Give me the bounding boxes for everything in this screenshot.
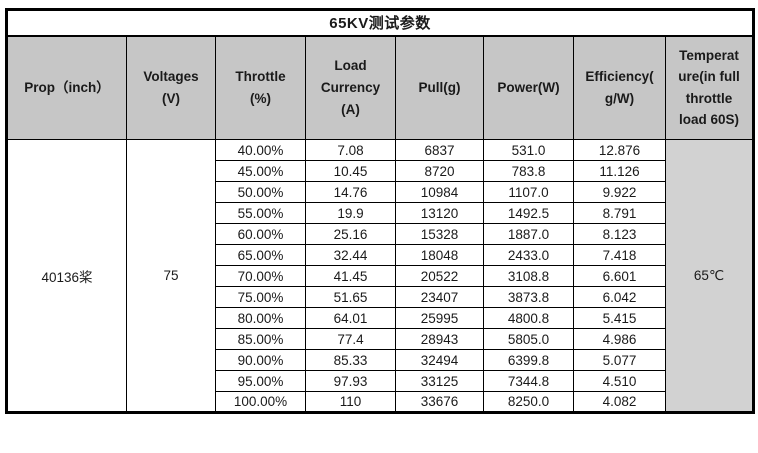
pull-cell: 20522 bbox=[395, 265, 484, 287]
load-current-cell: 51.65 bbox=[305, 286, 396, 308]
throttle-cell: 45.00% bbox=[215, 160, 306, 182]
table-row: 85.00% 77.4 28943 5805.0 4.986 bbox=[7, 328, 754, 350]
table-row: 80.00% 64.01 25995 4800.8 5.415 bbox=[7, 307, 754, 329]
power-cell: 1492.5 bbox=[483, 202, 574, 224]
pull-cell: 33676 bbox=[395, 391, 484, 413]
pull-cell: 23407 bbox=[395, 286, 484, 308]
throttle-cell: 75.00% bbox=[215, 286, 306, 308]
header-load-current: Load Currency (A) bbox=[305, 35, 396, 140]
temperature-cell: 65℃ bbox=[664, 139, 755, 413]
efficiency-cell: 4.082 bbox=[573, 391, 666, 413]
efficiency-cell: 6.601 bbox=[573, 265, 666, 287]
efficiency-cell: 5.077 bbox=[573, 349, 666, 371]
table-body: 40136桨 75 40.00% 7.08 6837 531.0 12.876 65℃ 45.0… bbox=[6, 139, 755, 413]
prop-cell: 40136桨 bbox=[6, 139, 127, 413]
throttle-cell: 55.00% bbox=[215, 202, 306, 224]
pull-cell: 15328 bbox=[395, 223, 484, 245]
pull-cell: 13120 bbox=[395, 202, 484, 224]
table-row: 100.00% 110 33676 8250.0 4.082 bbox=[7, 391, 754, 413]
throttle-cell: 70.00% bbox=[215, 265, 306, 287]
pull-cell: 33125 bbox=[395, 370, 484, 392]
header-efficiency: Efficiency( g/W) bbox=[573, 35, 666, 140]
load-current-cell: 14.76 bbox=[305, 181, 396, 203]
load-current-cell: 77.4 bbox=[305, 328, 396, 350]
pull-cell: 8720 bbox=[395, 160, 484, 182]
header-temperature: Temperat ure(in full throttle load 60S) bbox=[664, 35, 755, 140]
load-current-cell: 41.45 bbox=[305, 265, 396, 287]
header-voltages: Voltages (V) bbox=[126, 35, 216, 140]
load-current-cell: 97.93 bbox=[305, 370, 396, 392]
power-cell: 3873.8 bbox=[483, 286, 574, 308]
table-row: 75.00% 51.65 23407 3873.8 6.042 bbox=[7, 286, 754, 308]
header-prop: Prop（inch） bbox=[6, 35, 127, 140]
power-cell: 2433.0 bbox=[483, 244, 574, 266]
power-cell: 783.8 bbox=[483, 160, 574, 182]
table-row: 60.00% 25.16 15328 1887.0 8.123 bbox=[7, 223, 754, 245]
header-throttle: Throttle (%) bbox=[215, 35, 306, 140]
load-current-cell: 7.08 bbox=[305, 139, 396, 161]
table-row: 40136桨 75 40.00% 7.08 6837 531.0 12.876 65℃ bbox=[6, 139, 755, 413]
throttle-cell: 100.00% bbox=[215, 391, 306, 413]
power-cell: 5805.0 bbox=[483, 328, 574, 350]
throttle-cell: 60.00% bbox=[215, 223, 306, 245]
efficiency-cell: 7.418 bbox=[573, 244, 666, 266]
efficiency-cell: 8.791 bbox=[573, 202, 666, 224]
power-cell: 4800.8 bbox=[483, 307, 574, 329]
throttle-cell: 40.00% bbox=[215, 139, 306, 161]
table-row: 95.00% 97.93 33125 7344.8 4.510 bbox=[7, 370, 754, 392]
header-power: Power(W) bbox=[483, 35, 574, 140]
title-row: 65KV测试参数 bbox=[5, 9, 755, 37]
efficiency-cell: 12.876 bbox=[573, 139, 666, 161]
header-row: Prop（inch） Voltages (V) Throttle (%) Loa… bbox=[6, 35, 755, 140]
pull-cell: 10984 bbox=[395, 181, 484, 203]
throttle-cell: 50.00% bbox=[215, 181, 306, 203]
table-row: 55.00% 19.9 13120 1492.5 8.791 bbox=[7, 202, 754, 224]
throttle-cell: 95.00% bbox=[215, 370, 306, 392]
load-current-cell: 25.16 bbox=[305, 223, 396, 245]
table-row: 45.00% 10.45 8720 783.8 11.126 bbox=[7, 160, 754, 182]
throttle-cell: 80.00% bbox=[215, 307, 306, 329]
header-pull: Pull(g) bbox=[395, 35, 484, 140]
efficiency-cell: 8.123 bbox=[573, 223, 666, 245]
efficiency-cell: 4.986 bbox=[573, 328, 666, 350]
efficiency-cell: 6.042 bbox=[573, 286, 666, 308]
load-current-cell: 19.9 bbox=[305, 202, 396, 224]
table-row: 65.00% 32.44 18048 2433.0 7.418 bbox=[7, 244, 754, 266]
load-current-cell: 85.33 bbox=[305, 349, 396, 371]
pull-cell: 18048 bbox=[395, 244, 484, 266]
table-row: 90.00% 85.33 32494 6399.8 5.077 bbox=[7, 349, 754, 371]
table-title: 65KV测试参数 bbox=[5, 9, 755, 37]
pull-cell: 25995 bbox=[395, 307, 484, 329]
efficiency-cell: 5.415 bbox=[573, 307, 666, 329]
power-cell: 6399.8 bbox=[483, 349, 574, 371]
power-cell: 3108.8 bbox=[483, 265, 574, 287]
efficiency-cell: 4.510 bbox=[573, 370, 666, 392]
power-cell: 1107.0 bbox=[483, 181, 574, 203]
load-current-cell: 32.44 bbox=[305, 244, 396, 266]
table-row: 70.00% 41.45 20522 3108.8 6.601 bbox=[7, 265, 754, 287]
load-current-cell: 64.01 bbox=[305, 307, 396, 329]
throttle-cell: 85.00% bbox=[215, 328, 306, 350]
load-current-cell: 10.45 bbox=[305, 160, 396, 182]
power-cell: 7344.8 bbox=[483, 370, 574, 392]
efficiency-cell: 9.922 bbox=[573, 181, 666, 203]
pull-cell: 32494 bbox=[395, 349, 484, 371]
power-cell: 8250.0 bbox=[483, 391, 574, 413]
throttle-cell: 90.00% bbox=[215, 349, 306, 371]
pull-cell: 28943 bbox=[395, 328, 484, 350]
load-current-cell: 110 bbox=[305, 391, 396, 413]
efficiency-cell: 11.126 bbox=[573, 160, 666, 182]
voltage-cell: 75 bbox=[126, 139, 216, 413]
power-cell: 1887.0 bbox=[483, 223, 574, 245]
pull-cell: 6837 bbox=[395, 139, 484, 161]
power-cell: 531.0 bbox=[483, 139, 574, 161]
test-parameters-table: 65KV测试参数 Prop（inch） Voltages (V) Throttl… bbox=[5, 8, 756, 414]
throttle-cell: 65.00% bbox=[215, 244, 306, 266]
